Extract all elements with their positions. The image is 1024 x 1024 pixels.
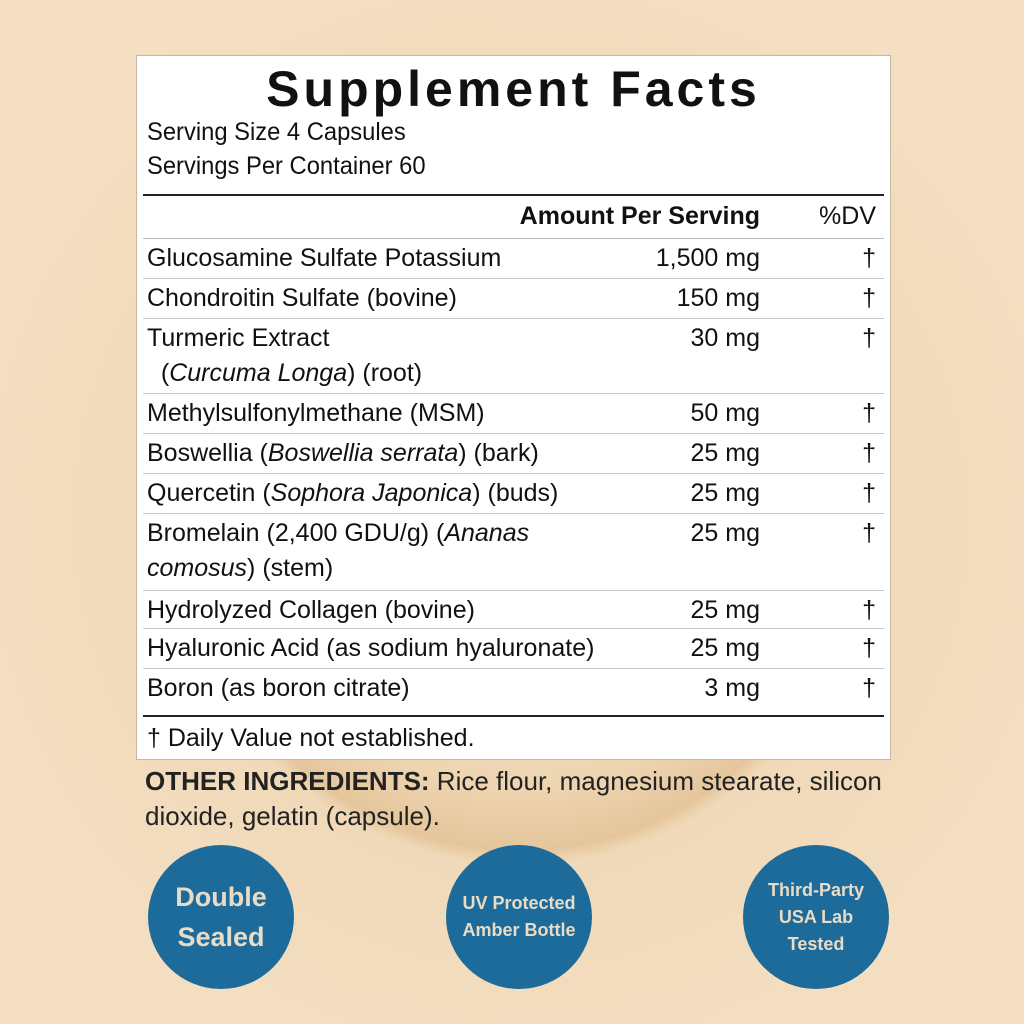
- other-ingredients: OTHER INGREDIENTS: Rice flour, magnesium…: [145, 764, 905, 834]
- name-part: Chondroitin Sulfate (bovine): [147, 284, 457, 312]
- panel-title: Supplement Facts: [266, 61, 761, 117]
- ingredient-dv: †: [862, 439, 876, 467]
- ingredient-row: Hyaluronic Acid (as sodium hyaluronate) 2…: [143, 629, 884, 669]
- badge-line: Double: [175, 882, 267, 912]
- ingredient-dv: †: [862, 634, 876, 662]
- ingredient-dv: †: [862, 324, 876, 352]
- name-part: ) (bark): [458, 439, 539, 467]
- ingredient-dv: †: [862, 399, 876, 427]
- ingredient-name: Quercetin (Sophora Japonica) (buds): [147, 476, 667, 511]
- ingredient-row: Boswellia (Boswellia serrata) (bark) 25 m…: [143, 434, 884, 474]
- ingredient-amount: 25 mg: [690, 519, 760, 547]
- latin-name: Boswellia serrata: [267, 439, 459, 467]
- divider: [143, 238, 884, 239]
- badge-line: Amber Bottle: [462, 920, 576, 940]
- ingredient-amount: 25 mg: [690, 439, 760, 467]
- name-part: Boswellia (: [147, 439, 268, 467]
- ingredient-name: Boswellia (Boswellia serrata) (bark): [147, 436, 667, 471]
- ingredient-amount: 25 mg: [690, 634, 760, 662]
- ingredient-dv: †: [862, 479, 876, 507]
- latin-name: Ananas comosus: [147, 519, 530, 582]
- badge-line: Tested: [787, 933, 845, 954]
- ingredient-amount: 3 mg: [704, 674, 760, 702]
- name-part: Hyaluronic Acid (as sodium hyaluronate): [147, 634, 595, 662]
- ingredient-name: Boron (as boron citrate): [147, 671, 667, 706]
- ingredient-row: Methylsulfonylmethane (MSM) 50 mg †: [143, 394, 884, 434]
- name-part: Boron (as boron citrate): [147, 674, 410, 702]
- ingredient-amount: 30 mg: [690, 324, 760, 352]
- badge-double-sealed: Double Sealed: [148, 845, 294, 989]
- name-part: Hydrolyzed Collagen (bovine): [147, 596, 475, 624]
- badge-line: USA Lab: [778, 906, 854, 927]
- ingredient-dv: †: [862, 596, 876, 624]
- other-ingredients-text: Rice flour, magnesium stearate, silicon …: [145, 766, 882, 831]
- ingredient-name: Hydrolyzed Collagen (bovine): [147, 593, 667, 628]
- servings-per-container: Servings Per Container 60: [147, 152, 426, 180]
- name-part: Methylsulfonylmethane (MSM): [147, 399, 485, 427]
- serving-size: Serving Size 4 Capsules: [147, 118, 406, 146]
- name-part: ) (root): [347, 359, 423, 387]
- name-part: (: [160, 359, 170, 387]
- amount-header: Amount Per Serving: [519, 202, 760, 230]
- ingredient-dv: †: [862, 674, 876, 702]
- name-part: Glucosamine Sulfate Potassium: [147, 244, 502, 272]
- ingredient-row: Hydrolyzed Collagen (bovine) 25 mg †: [143, 591, 884, 629]
- badge-lab-tested: Third-Party USA Lab Tested: [743, 845, 889, 989]
- ingredient-amount: 25 mg: [690, 596, 760, 624]
- name-part: Bromelain (2,400 GDU/g) (: [147, 519, 445, 547]
- ingredient-dv: †: [862, 284, 876, 312]
- latin-name: Curcuma Longa: [169, 359, 348, 387]
- dv-header: %DV: [819, 202, 876, 230]
- ingredient-name: Turmeric Extract (Curcuma Longa) (root): [147, 321, 667, 391]
- ingredient-name: Bromelain (2,400 GDU/g) (Ananas comosus)…: [147, 516, 667, 586]
- ingredient-name: Glucosamine Sulfate Potassium: [147, 241, 667, 276]
- name-part: ) (buds): [472, 479, 559, 507]
- ingredient-row: Boron (as boron citrate) 3 mg †: [143, 669, 884, 713]
- divider: [143, 194, 884, 196]
- ingredient-name: Chondroitin Sulfate (bovine): [147, 281, 667, 316]
- name-part: Quercetin (: [147, 479, 271, 507]
- ingredient-row: Turmeric Extract (Curcuma Longa) (root) 3…: [143, 319, 884, 394]
- other-ingredients-label: OTHER INGREDIENTS:: [145, 766, 430, 796]
- badge-line: Third-Party: [767, 879, 864, 900]
- latin-name: Sophora Japonica: [270, 479, 473, 507]
- ingredient-row: Glucosamine Sulfate Potassium 1,500 mg †: [143, 239, 884, 279]
- ingredient-amount: 1,500 mg: [655, 244, 760, 272]
- ingredient-row: Chondroitin Sulfate (bovine) 150 mg †: [143, 279, 884, 319]
- badge-line: Sealed: [177, 922, 265, 952]
- footnote: † Daily Value not established.: [147, 724, 475, 752]
- name-part: ) (stem): [247, 554, 334, 582]
- ingredient-dv: †: [862, 519, 876, 547]
- divider: [143, 715, 884, 717]
- ingredient-amount: 150 mg: [676, 284, 760, 312]
- ingredient-amount: 50 mg: [690, 399, 760, 427]
- ingredient-amount: 25 mg: [690, 479, 760, 507]
- badge-uv-protected: UV Protected Amber Bottle: [446, 845, 592, 989]
- ingredient-row: Quercetin (Sophora Japonica) (buds) 25 mg…: [143, 474, 884, 514]
- name-part: Turmeric Extract: [147, 324, 330, 352]
- badge-line: UV Protected: [462, 893, 576, 913]
- ingredient-name: Methylsulfonylmethane (MSM): [147, 396, 667, 431]
- supplement-facts-panel: Supplement Facts Serving Size 4 Capsules…: [136, 55, 891, 760]
- ingredient-name: Hyaluronic Acid (as sodium hyaluronate): [147, 631, 667, 666]
- ingredient-row: Bromelain (2,400 GDU/g) (Ananas comosus)…: [143, 514, 884, 591]
- ingredient-dv: †: [862, 244, 876, 272]
